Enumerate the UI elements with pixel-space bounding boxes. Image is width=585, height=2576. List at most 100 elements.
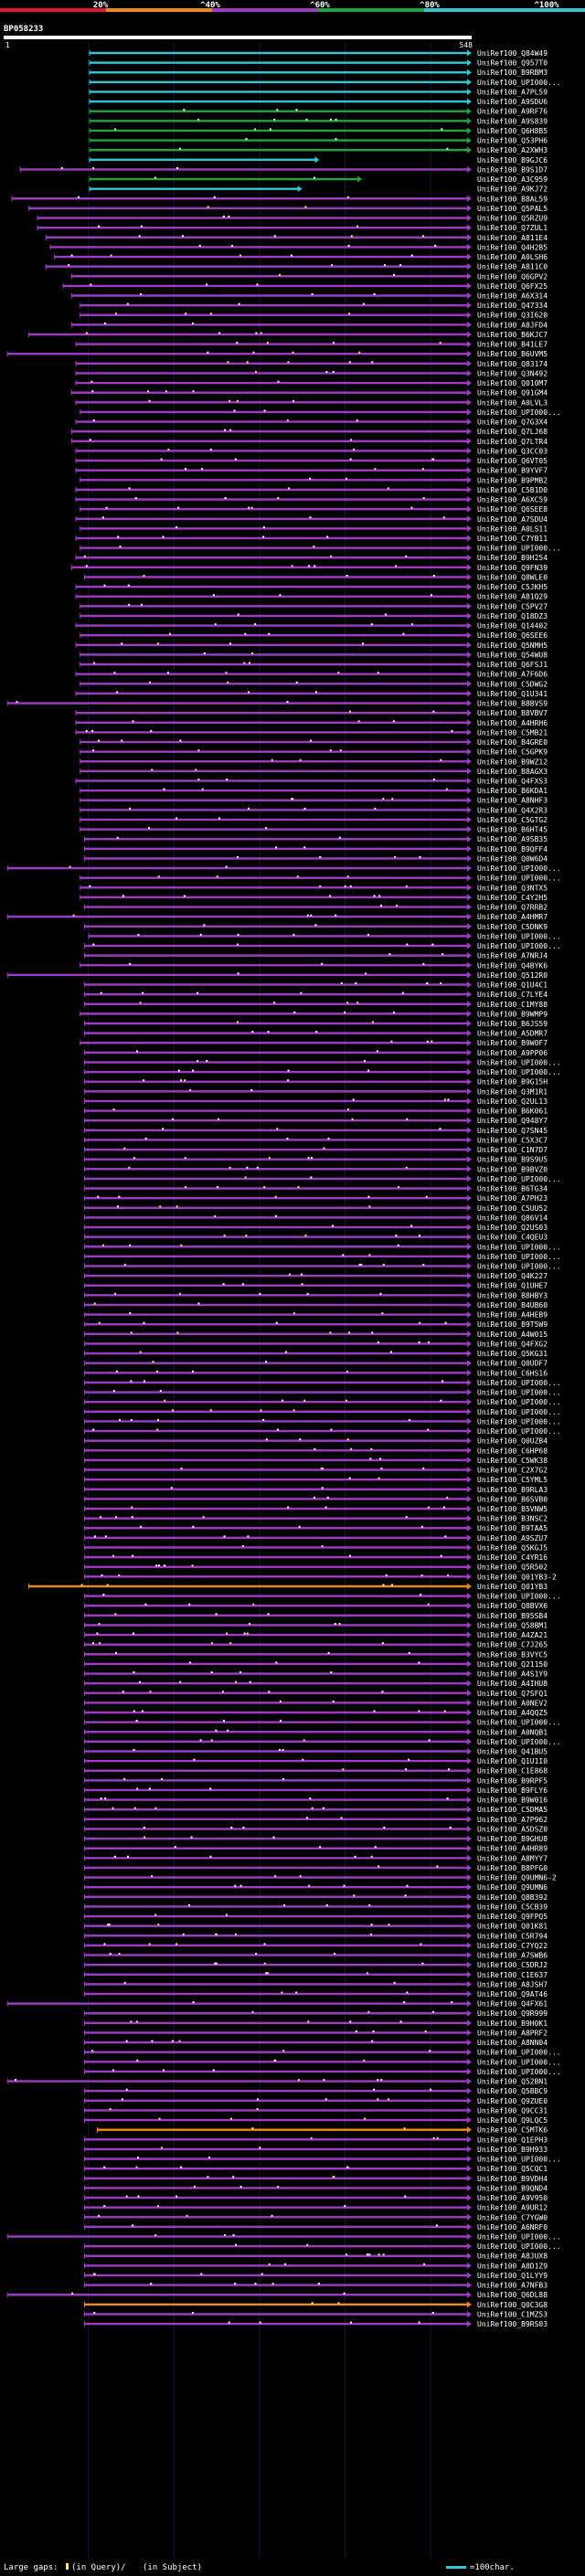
- hit-label[interactable]: UniRef100_Q010M7: [477, 379, 548, 387]
- hit-label[interactable]: UniRef100_Q5KGJ5: [477, 1543, 548, 1552]
- hit-alignment-bar[interactable]: [83, 1458, 468, 1462]
- hit-row[interactable]: UniRef100_B3NSC2: [83, 1515, 548, 1523]
- hit-label[interactable]: UniRef100_A4HEB9: [477, 1311, 548, 1320]
- hit-alignment-bar[interactable]: [83, 1400, 468, 1404]
- hit-alignment-bar[interactable]: [80, 663, 468, 666]
- hit-row[interactable]: UniRef100_B9H0K1: [83, 2019, 548, 2028]
- hit-label[interactable]: UniRef100_C5B1D0: [477, 486, 548, 494]
- hit-row[interactable]: UniRef100_C5WK38: [83, 1457, 548, 1465]
- hit-row[interactable]: UniRef100_Q01YB3-2: [83, 1573, 557, 1581]
- hit-label[interactable]: UniRef100_A7SWB6: [477, 1952, 548, 1960]
- hit-label[interactable]: UniRef100_B6HT45: [477, 826, 548, 834]
- hit-row[interactable]: UniRef100_Q1UHE7: [83, 1282, 548, 1290]
- hit-alignment-bar[interactable]: [83, 2147, 468, 2151]
- hit-row[interactable]: UniRef100_Q3M1R1: [83, 1087, 548, 1096]
- hit-row[interactable]: UniRef100_UPI000...: [83, 2242, 561, 2251]
- hit-row[interactable]: UniRef100_Q6VT05: [75, 457, 548, 465]
- hit-row[interactable]: UniRef100_A4HR89: [83, 1845, 548, 1853]
- hit-label[interactable]: UniRef100_Q9AT46: [477, 1990, 548, 1998]
- hit-label[interactable]: UniRef100_B95SB4: [477, 1612, 548, 1620]
- hit-alignment-bar[interactable]: [83, 1002, 468, 1005]
- hit-row[interactable]: UniRef100_C5PV27: [80, 602, 548, 610]
- hit-row[interactable]: UniRef100_B9RS03: [83, 2320, 548, 2328]
- hit-row[interactable]: UniRef100_Q91GM4: [70, 389, 548, 398]
- hit-label[interactable]: UniRef100_B9RBM3: [477, 69, 548, 77]
- hit-label[interactable]: UniRef100_A6XC59: [477, 496, 548, 504]
- hit-alignment-bar[interactable]: [80, 683, 468, 685]
- hit-row[interactable]: UniRef100_UPI000...: [83, 2156, 561, 2164]
- hit-row[interactable]: UniRef100_Q9ZUE0: [83, 2097, 548, 2105]
- hit-alignment-bar[interactable]: [83, 1051, 468, 1055]
- hit-label[interactable]: UniRef100_C6HP68: [477, 1447, 548, 1455]
- hit-alignment-bar[interactable]: [83, 1246, 468, 1248]
- hit-alignment-bar[interactable]: [6, 973, 469, 977]
- hit-alignment-bar[interactable]: [83, 1944, 468, 1947]
- hit-alignment-bar[interactable]: [83, 1983, 468, 1986]
- hit-row[interactable]: UniRef100_Q18DZ3: [80, 612, 548, 620]
- hit-row[interactable]: UniRef100_A8D1Z9: [83, 2262, 548, 2270]
- hit-row[interactable]: UniRef100_Q2US03: [83, 1224, 548, 1232]
- hit-row[interactable]: UniRef100_Q9LQC5: [83, 2116, 548, 2125]
- hit-label[interactable]: UniRef100_Q6DL88: [477, 2291, 548, 2299]
- hit-label[interactable]: UniRef100_Q01YB3-2: [477, 1573, 557, 1581]
- hit-alignment-bar[interactable]: [80, 740, 468, 744]
- hit-alignment-bar[interactable]: [80, 605, 468, 608]
- hit-alignment-bar[interactable]: [75, 585, 468, 588]
- hit-row[interactable]: UniRef100_C7YGW0: [83, 2213, 548, 2221]
- hit-row[interactable]: UniRef100_A8JSH7: [83, 1980, 548, 1988]
- hit-alignment-bar[interactable]: [83, 857, 468, 860]
- hit-alignment-bar[interactable]: [80, 507, 468, 511]
- hit-label[interactable]: UniRef100_C2X7G2: [477, 1467, 548, 1475]
- hit-row[interactable]: UniRef100_A4HRH6: [75, 719, 548, 727]
- hit-alignment-bar[interactable]: [83, 1498, 468, 1500]
- hit-label[interactable]: UniRef100_A811E4: [477, 234, 548, 242]
- hit-row[interactable]: UniRef100_A9KJ72: [89, 186, 548, 194]
- hit-row[interactable]: UniRef100_B9YVF7: [75, 467, 548, 475]
- hit-row[interactable]: UniRef100_B41LE7: [75, 341, 548, 349]
- hit-label[interactable]: UniRef100_C5JKH5: [477, 583, 548, 591]
- hit-alignment-bar[interactable]: [75, 673, 468, 675]
- hit-alignment-bar[interactable]: [83, 1090, 468, 1093]
- hit-row[interactable]: UniRef100_Q0W6D4: [83, 854, 548, 863]
- hit-alignment-bar[interactable]: [83, 1876, 468, 1879]
- hit-label[interactable]: UniRef100_Q5NMH5: [477, 641, 548, 650]
- hit-label[interactable]: UniRef100_C5MTK6: [477, 2126, 548, 2135]
- hit-label[interactable]: UniRef100_Q0C3G8: [477, 2301, 548, 2309]
- hit-alignment-bar[interactable]: [83, 1769, 468, 1772]
- hit-label[interactable]: UniRef100_A3C959: [477, 175, 548, 184]
- hit-row[interactable]: UniRef100_A5DSZ0: [83, 1825, 548, 1833]
- hit-alignment-bar[interactable]: [83, 2118, 468, 2122]
- hit-alignment-bar[interactable]: [83, 2206, 468, 2209]
- hit-row[interactable]: UniRef100_C5DNK9: [83, 923, 548, 931]
- hit-alignment-bar[interactable]: [49, 246, 468, 249]
- hit-alignment-bar[interactable]: [80, 876, 468, 879]
- hit-row[interactable]: UniRef100_B9WZ12: [80, 758, 548, 766]
- hit-label[interactable]: UniRef100_Q7G3X4: [477, 419, 548, 427]
- hit-row[interactable]: UniRef100_Q4BYK6: [80, 961, 548, 970]
- hit-row[interactable]: UniRef100_B9TAA5: [83, 1524, 548, 1532]
- hit-alignment-bar[interactable]: [83, 2216, 468, 2219]
- hit-alignment-bar[interactable]: [28, 333, 469, 336]
- hit-label[interactable]: UniRef100_B9H254: [477, 554, 548, 562]
- hit-alignment-bar[interactable]: [83, 838, 468, 841]
- hit-label[interactable]: UniRef100_C5R794: [477, 1932, 548, 1940]
- hit-row[interactable]: UniRef100_C6HP68: [83, 1447, 548, 1455]
- hit-row[interactable]: UniRef100_B9W0F7: [80, 1039, 548, 1047]
- hit-label[interactable]: UniRef100_B8HBY3: [477, 1291, 548, 1299]
- hit-alignment-bar[interactable]: [6, 2294, 469, 2296]
- hit-label[interactable]: UniRef100_B9G15H: [477, 1078, 548, 1087]
- hit-alignment-bar[interactable]: [70, 391, 468, 394]
- hit-row[interactable]: UniRef100_UPI000...: [83, 1408, 561, 1416]
- hit-row[interactable]: UniRef100_Q6GPV2: [70, 272, 548, 281]
- hit-alignment-bar[interactable]: [80, 789, 468, 792]
- hit-label[interactable]: UniRef100_A9UR12: [477, 2204, 548, 2212]
- hit-label[interactable]: UniRef100_Q54WU8: [477, 651, 548, 659]
- hit-label[interactable]: UniRef100_B3VYC5: [477, 1650, 548, 1659]
- hit-alignment-bar[interactable]: [89, 100, 468, 103]
- hit-label[interactable]: UniRef100_A7P962: [477, 1816, 548, 1824]
- hit-label[interactable]: UniRef100_B6KDA1: [477, 787, 548, 795]
- hit-label[interactable]: UniRef100_B8PFG0: [477, 1864, 548, 1872]
- hit-alignment-bar[interactable]: [83, 1701, 468, 1704]
- hit-alignment-bar[interactable]: [89, 90, 468, 93]
- hit-label[interactable]: UniRef100_Q5R502: [477, 1564, 548, 1572]
